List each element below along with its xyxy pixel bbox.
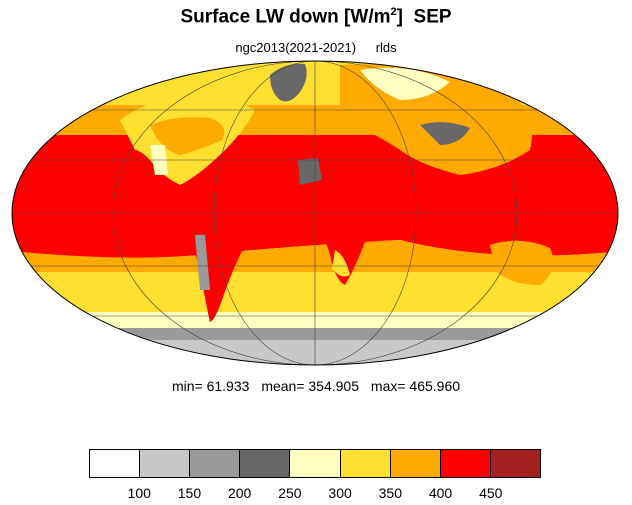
colorbar-box [240, 450, 291, 477]
colorbar-box [290, 450, 341, 477]
colorbar-box [140, 450, 191, 477]
australia-land [490, 240, 554, 285]
title-superscript: 2 [390, 6, 397, 18]
colorbar-tick-label: 400 [428, 485, 453, 501]
stats-line: min= 61.933 mean= 354.905 max= 465.960 [0, 378, 632, 394]
plot-title: Surface LW down [W/m2] SEP [0, 6, 632, 28]
map-field [12, 61, 618, 365]
colorbar-tick-label: 250 [278, 485, 302, 501]
subtitle-run: ngc2013(2021-2021) [235, 40, 357, 55]
colorbar-tick-label: 150 [177, 485, 202, 501]
colorbar-tick-label: 450 [479, 485, 503, 501]
tibet-region [420, 122, 470, 145]
colorbar-tick-label: 300 [328, 485, 352, 501]
greenland-region [270, 63, 307, 102]
band-antarctic-edge [12, 340, 618, 365]
stat-max: max= 465.960 [370, 378, 461, 394]
sahara-region [298, 158, 322, 185]
colorbar-box [90, 450, 141, 477]
stat-mean: mean= 354.905 [261, 378, 360, 394]
stat-min: min= 61.933 [171, 378, 250, 394]
colorbar-tick-label: 200 [227, 485, 252, 501]
north-america-interior [150, 117, 225, 155]
colorbar-box [490, 450, 540, 477]
graticule [12, 61, 618, 365]
title-month: SEP [413, 6, 452, 28]
colorbar-box [340, 450, 391, 477]
colorbar-tick-label: 100 [127, 485, 151, 501]
siberia-region [360, 67, 450, 100]
plot-subtitle: ngc2013(2021-2021) rlds [0, 40, 632, 55]
colorbar-box [440, 450, 491, 477]
title-close: ] [396, 6, 403, 28]
colorbar-ticks: 100 150 200 250 300 350 400 450 [0, 485, 632, 505]
south-america-land [190, 196, 255, 322]
colorbar-box [390, 450, 441, 477]
andes-region [195, 235, 210, 290]
title-text: Surface LW down [W/m [180, 6, 391, 28]
colorbar-box [190, 450, 241, 477]
colorbar-tick-label: 350 [378, 485, 402, 501]
subtitle-variable: rlds [375, 40, 397, 55]
colorbar [89, 449, 541, 478]
band-tropics-south [12, 205, 618, 259]
south-africa-region [332, 250, 350, 277]
map-outline [11, 60, 619, 366]
